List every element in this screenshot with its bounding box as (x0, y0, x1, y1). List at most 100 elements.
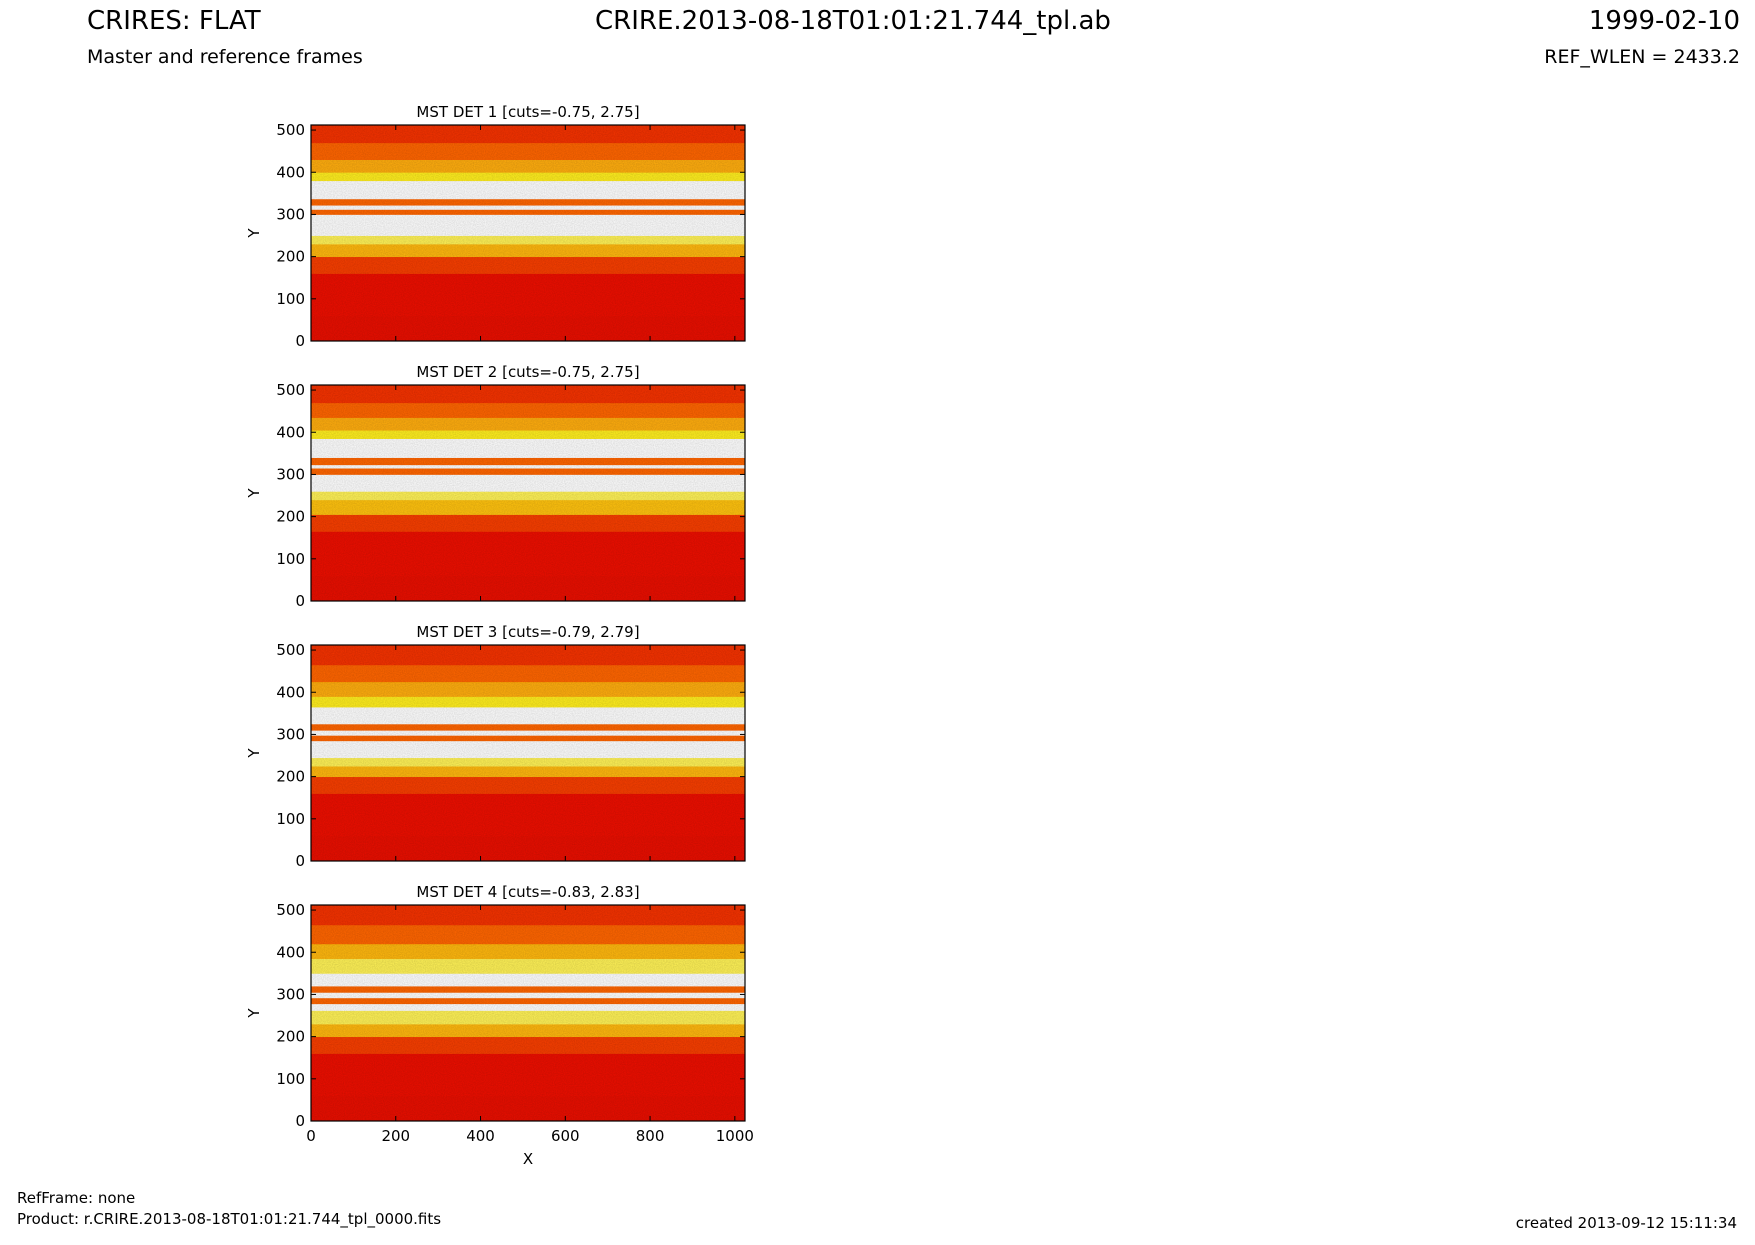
y-tick-label: 0 (295, 592, 305, 610)
heatmap-band (311, 997, 745, 1005)
heatmap-band (311, 986, 745, 993)
heatmap-band (311, 531, 745, 577)
x-tick-label: 800 (636, 1127, 665, 1145)
y-tick-label: 0 (295, 332, 305, 350)
heatmap-band (311, 315, 745, 342)
heatmap-band (311, 992, 745, 999)
y-tick-label: 500 (276, 121, 305, 139)
y-axis-label: Y (245, 228, 263, 239)
y-axis-label: Y (245, 748, 263, 759)
file-title: CRIRE.2013-08-18T01:01:21.744_tpl.ab (595, 6, 1111, 36)
heatmap-band (311, 973, 745, 987)
y-tick-label: 0 (295, 1112, 305, 1130)
heatmap-image (311, 125, 745, 342)
created-label: created 2013-09-12 15:11:34 (1515, 1214, 1737, 1232)
heatmap-band (311, 438, 745, 458)
heatmap-band (311, 1036, 745, 1054)
y-tick-label: 300 (276, 725, 305, 743)
y-tick-label: 100 (276, 810, 305, 828)
heatmap-band (311, 474, 745, 492)
x-tick-label: 0 (306, 1127, 316, 1145)
heatmap-image (311, 645, 745, 862)
heatmap-panel-1: MST DET 1 [cuts=-0.75, 2.75] 0 100 200 300 40… (245, 103, 746, 350)
heatmap-band (311, 205, 745, 210)
x-tick-label: 600 (551, 1127, 580, 1145)
heatmap-band (311, 776, 745, 794)
y-tick-label: 200 (276, 1028, 305, 1046)
y-tick-label: 400 (276, 943, 305, 961)
heatmap-band (311, 707, 745, 725)
y-tick-label: 500 (276, 641, 305, 659)
heatmap-band (311, 172, 745, 182)
panel-title: MST DET 2 [cuts=-0.75, 2.75] (416, 363, 639, 381)
y-axis-label: Y (245, 1008, 263, 1019)
page-title: CRIRES: FLAT (87, 6, 261, 36)
y-tick-label: 200 (276, 508, 305, 526)
heatmap-band (311, 681, 745, 697)
heatmap-band (311, 499, 745, 515)
heatmap-band (311, 645, 745, 666)
heatmap-band (311, 757, 745, 767)
heatmap-band (311, 402, 745, 418)
y-tick-label: 300 (276, 205, 305, 223)
heatmap-image (311, 385, 745, 602)
heatmap-band (311, 1003, 745, 1011)
heatmap-band (311, 766, 745, 778)
y-tick-label: 400 (276, 423, 305, 441)
x-tick-label: 200 (381, 1127, 410, 1145)
refframe-label: RefFrame: none (17, 1189, 136, 1207)
page-subtitle: Master and reference frames (87, 46, 363, 68)
heatmap-band (311, 385, 745, 404)
y-tick-label: 200 (276, 248, 305, 266)
heatmap-band (311, 180, 745, 200)
x-tick-label: 400 (466, 1127, 495, 1145)
y-axis-label: Y (245, 488, 263, 499)
plot-frame (310, 384, 746, 602)
date-title: 1999-02-10 (1588, 6, 1740, 36)
heatmap-image (311, 905, 745, 1122)
panel-title: MST DET 1 [cuts=-0.75, 2.75] (416, 103, 639, 121)
heatmap-band (311, 1023, 745, 1038)
plot-frame (310, 644, 746, 862)
heatmap-band (311, 735, 745, 742)
y-tick-label: 300 (276, 465, 305, 483)
heatmap-band (311, 235, 745, 245)
heatmap-band (311, 417, 745, 431)
heatmap-band (311, 740, 745, 759)
heatmap-band (311, 214, 745, 236)
heatmap-band (311, 924, 745, 945)
y-tick-label: 400 (276, 163, 305, 181)
heatmap-band (311, 468, 745, 475)
y-tick-label: 100 (276, 290, 305, 308)
y-tick-label: 0 (295, 852, 305, 870)
heatmap-band (311, 793, 745, 837)
heatmap-band (311, 430, 745, 439)
heatmap-band (311, 464, 745, 469)
panel-title: MST DET 4 [cuts=-0.83, 2.83] (416, 883, 639, 901)
product-label: Product: r.CRIRE.2013-08-18T01:01:21.744… (17, 1210, 442, 1228)
x-axis-label: X (523, 1150, 533, 1168)
heatmap-band (311, 256, 745, 274)
heatmap-band (311, 198, 745, 206)
heatmap-band (311, 943, 745, 959)
heatmap-panel-4: MST DET 4 [cuts=-0.83, 2.83] 0 100 200 300 40… (245, 883, 754, 1168)
heatmap-band (311, 457, 745, 466)
heatmap-band (311, 575, 745, 602)
heatmap-band (311, 125, 745, 144)
plot-frame (310, 904, 746, 1122)
heatmap-band (311, 905, 745, 926)
heatmap-band (311, 730, 745, 736)
heatmap-band (311, 243, 745, 258)
panel-title: MST DET 3 [cuts=-0.79, 2.79] (416, 623, 639, 641)
heatmap-band (311, 664, 745, 683)
y-tick-label: 100 (276, 550, 305, 568)
heatmap-band (311, 723, 745, 731)
y-tick-label: 300 (276, 985, 305, 1003)
heatmap-band (311, 1010, 745, 1025)
heatmap-band (311, 835, 745, 862)
heatmap-band (311, 514, 745, 532)
heatmap-band (311, 159, 745, 173)
x-tick-label: 1000 (716, 1127, 754, 1145)
y-tick-label: 100 (276, 1070, 305, 1088)
